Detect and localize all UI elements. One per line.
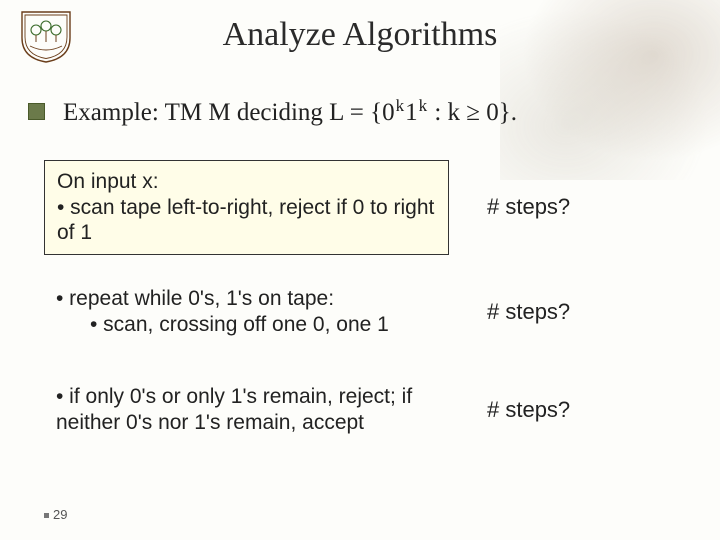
slide: Analyze Algorithms Example: TM M decidin… — [0, 0, 720, 540]
example-bullet: Example: TM M deciding L = {0k1k : k ≥ 0… — [28, 95, 692, 127]
algo-row-1: On input x: • scan tape left-to-right, r… — [44, 160, 676, 255]
algo-step-3-line-1: • if only 0's or only 1's remain, reject… — [56, 384, 437, 435]
algo-step-1-box: On input x: • scan tape left-to-right, r… — [44, 160, 449, 255]
example-suffix: : k ≥ 0}. — [434, 99, 517, 126]
algo-step-1-line-2: • scan tape left-to-right, reject if 0 t… — [57, 195, 436, 246]
algo-step-3-annot: # steps? — [449, 397, 676, 423]
algo-step-2-line-2: • scan, crossing off one 0, one 1 — [56, 312, 437, 338]
page-number: 29 — [53, 507, 67, 522]
bullet-square-icon — [28, 103, 45, 120]
example-prefix: Example: TM M deciding L = {0 — [63, 99, 395, 126]
algo-row-3: • if only 0's or only 1's remain, reject… — [44, 376, 676, 443]
algo-step-2-line-1: • repeat while 0's, 1's on tape: — [56, 286, 437, 312]
footer-bullet-icon — [44, 513, 49, 518]
example-sup-k-2: k — [419, 96, 428, 115]
algo-step-2-box: • repeat while 0's, 1's on tape: • scan,… — [44, 278, 449, 345]
slide-footer: 29 — [44, 507, 67, 522]
algo-step-2-annot: # steps? — [449, 299, 676, 325]
slide-title: Analyze Algorithms — [0, 16, 720, 54]
algo-step-1-annot: # steps? — [449, 194, 676, 220]
algo-row-2: • repeat while 0's, 1's on tape: • scan,… — [44, 278, 676, 345]
algo-step-1-line-1: On input x: — [57, 169, 436, 195]
algo-step-3-box: • if only 0's or only 1's remain, reject… — [44, 376, 449, 443]
example-text: Example: TM M deciding L = {0k1k : k ≥ 0… — [63, 99, 517, 127]
example-sup-k-1: k — [396, 96, 405, 115]
example-mid1: 1 — [405, 99, 418, 126]
